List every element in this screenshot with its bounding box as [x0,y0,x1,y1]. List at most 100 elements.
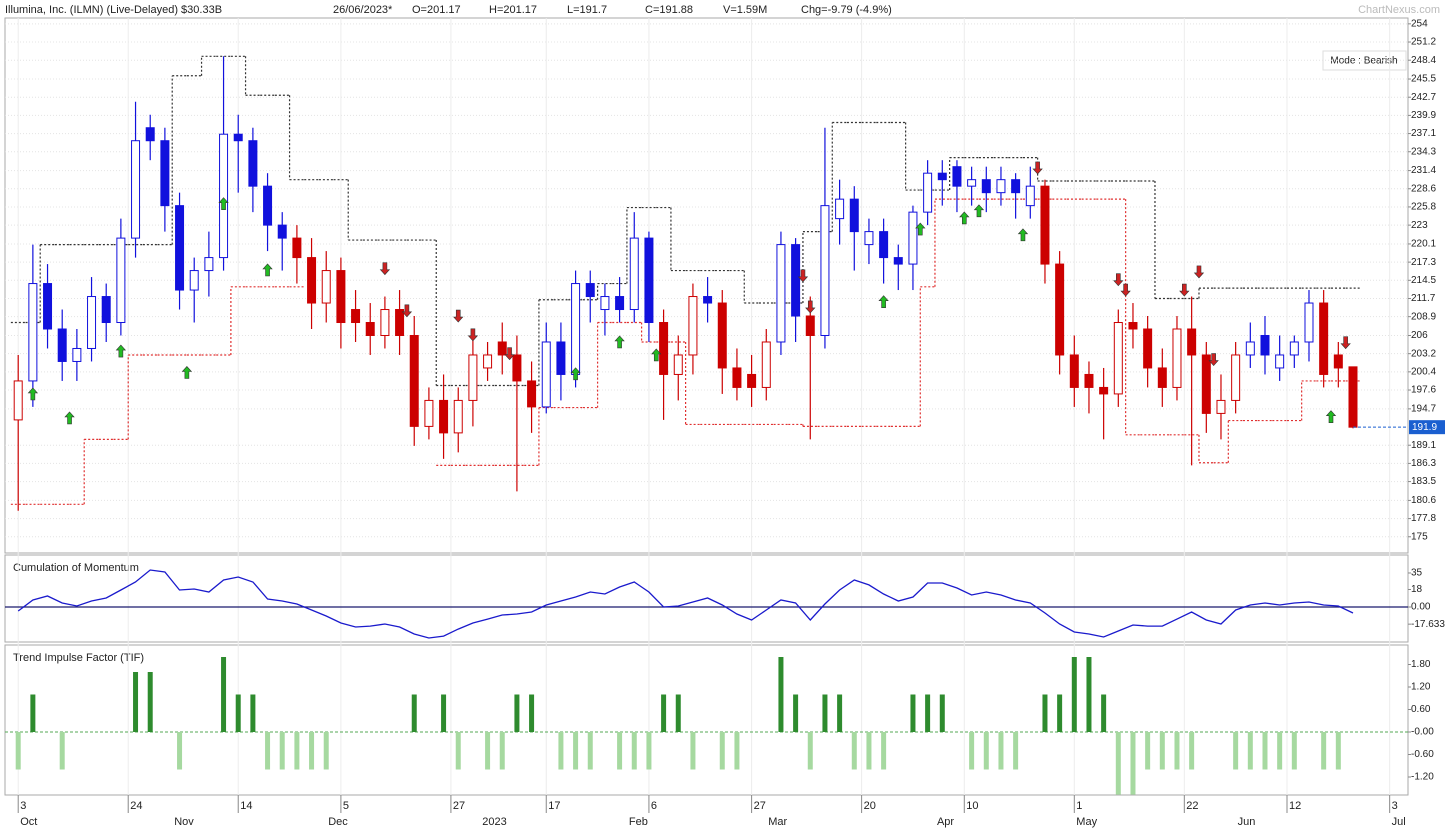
y-tick-label: -1.20 [1411,772,1434,783]
y-tick-label: 228.6 [1411,183,1436,194]
candle-body [820,205,830,336]
candle-body [923,172,933,213]
buy-arrow [218,197,229,210]
bar [734,732,740,770]
sell-arrow [379,262,391,276]
y-tick-label: 200.4 [1411,366,1436,377]
bar [587,732,593,770]
candle-body [776,244,786,343]
candle-body [365,322,375,336]
x-month-label: Nov [174,816,194,828]
candle-body [43,283,53,330]
x-tick-label: 6 [651,800,657,812]
sell-arrow [1193,265,1205,279]
bar [969,732,975,770]
candle-body [879,231,889,259]
y-tick-label: 203.2 [1411,348,1436,359]
y-tick-label: 18 [1411,584,1423,595]
candle-body [791,244,801,317]
candle-body [1143,328,1153,369]
x-tick-label: 22 [1186,800,1198,812]
mode-label: Mode : Bearish [1330,56,1397,67]
bar [529,694,535,732]
candle-body [1245,341,1255,356]
candle-body [87,296,97,349]
candle-body [688,296,698,356]
candle-body [673,354,683,375]
candle-body [483,354,493,369]
y-tick-label: 242.7 [1411,92,1436,103]
candle-body [1113,322,1123,395]
y-tick-label: 0.00 [1411,602,1431,613]
bar [1247,732,1253,770]
candle-body [644,237,654,324]
candle-body [145,127,155,142]
buy-arrow [1017,228,1029,242]
candle-body [1275,354,1285,369]
candle-body [453,399,463,434]
x-tick-label: 12 [1289,800,1301,812]
sell-arrow [1340,336,1351,350]
x-month-label: Jun [1238,816,1256,828]
candle-body [1084,373,1094,388]
candle-body [395,309,405,336]
bar [294,732,300,770]
y-tick-label: 1.80 [1411,659,1431,670]
y-tick-label: 1.20 [1411,682,1431,693]
sell-arrow [401,304,413,318]
bar [983,732,989,770]
y-tick-label: 234.3 [1411,146,1436,157]
bar [177,732,183,770]
header-field: H=201.17 [489,4,537,16]
bar [1101,694,1107,732]
bar [558,732,564,770]
x-month-label: Dec [328,816,348,828]
y-tick-label: 189.1 [1411,440,1436,451]
buy-arrow [1325,410,1337,423]
y-tick-label: 225.8 [1411,202,1436,213]
panel-title: Cumulation of Momentum [13,562,139,574]
buy-arrow [181,366,193,379]
candle-body [204,257,214,272]
candle-body [72,347,82,362]
buy-arrow [614,335,625,349]
buy-arrow [27,387,39,401]
x-month-label: Oct [20,816,37,828]
sell-arrow [1179,283,1190,297]
x-tick-label: 27 [453,800,465,812]
candle-body [600,296,610,311]
bar [675,694,681,732]
momentum-panel [4,554,1409,643]
candle-body [1099,386,1109,395]
candle-body [175,205,185,291]
y-tick-label: 197.6 [1411,385,1436,396]
y-tick-label: 214.5 [1411,275,1436,286]
candle-body [351,309,361,324]
last-price-label: 191.9 [1412,422,1437,433]
candle-body [321,270,331,304]
candle-body [571,283,581,375]
bar [1174,732,1180,770]
bar [939,694,945,732]
y-tick-label: 223 [1411,220,1428,231]
x-month-label: Mar [768,816,787,828]
bar [1086,657,1092,732]
x-tick-label: 3 [20,800,26,812]
buy-arrow [878,295,889,309]
buy-arrow [973,204,985,218]
x-month-label: 2023 [482,816,506,828]
bar [778,657,784,732]
bar [309,732,315,770]
x-month-label: Jul [1392,816,1406,828]
candle-body [1040,185,1050,265]
bar [719,732,725,770]
candle-body [659,322,669,375]
sell-arrow [467,328,479,342]
candle-body [556,341,566,375]
header-field: C=191.88 [645,4,693,16]
y-tick-label: 35 [1411,568,1423,579]
x-tick-label: 27 [754,800,766,812]
candle-body [468,354,478,401]
